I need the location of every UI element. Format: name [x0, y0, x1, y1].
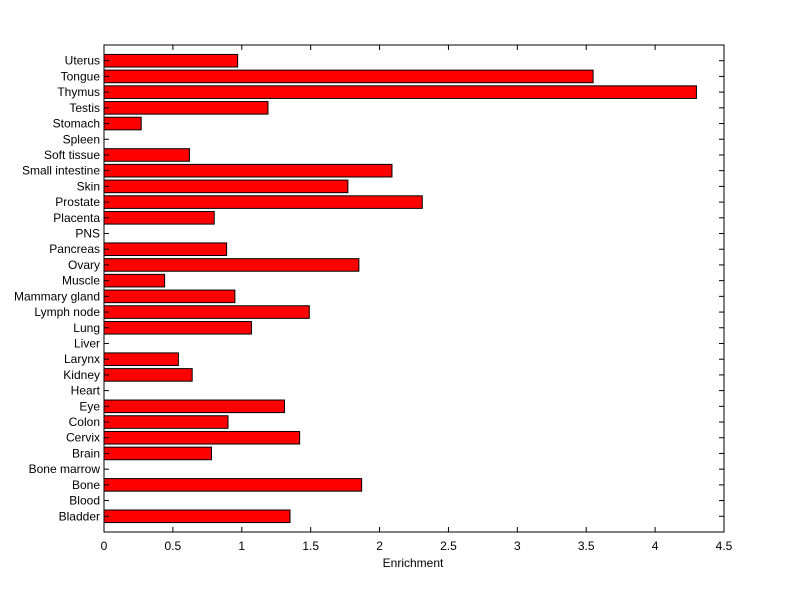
x-tick-label: 4	[652, 539, 659, 553]
y-tick-label: Liver	[74, 336, 100, 350]
x-tick-label: 3	[514, 539, 521, 553]
y-tick-label: Heart	[71, 384, 101, 398]
bar-bladder	[103, 509, 291, 524]
x-tick-label: 0.5	[165, 539, 182, 553]
bar-prostate	[103, 195, 423, 209]
bar-placenta	[103, 211, 215, 225]
bar-skin	[103, 179, 349, 194]
bar-colon	[103, 415, 229, 429]
x-tick-label: 2.5	[440, 539, 457, 553]
y-tick-label: Spleen	[63, 132, 100, 146]
bar-small-intestine	[103, 163, 393, 178]
bar-ovary	[103, 258, 360, 272]
bar-muscle	[103, 273, 166, 288]
bar-lymph-node	[103, 305, 310, 319]
y-tick-label: Small intestine	[22, 164, 100, 178]
y-tick-label: Brain	[72, 446, 100, 460]
y-tick-label: Ovary	[68, 258, 100, 272]
y-tick-label: Uterus	[65, 54, 100, 68]
bar-lung	[103, 320, 252, 335]
bar-testis	[103, 101, 269, 115]
bar-stomach	[103, 116, 142, 131]
plot-frame	[103, 44, 725, 533]
x-tick-label: 3.5	[578, 539, 595, 553]
y-tick-label: Soft tissue	[44, 148, 100, 162]
bar-uterus	[103, 53, 239, 68]
y-tick-label: Lung	[73, 321, 100, 335]
x-tick-label: 0	[101, 539, 108, 553]
y-tick-label: Testis	[69, 101, 100, 115]
x-tick-label: 1	[238, 539, 245, 553]
bar-thymus	[103, 85, 697, 99]
y-tick-label: Stomach	[53, 117, 100, 131]
y-tick-label: Bladder	[59, 509, 100, 523]
y-tick-label: Cervix	[66, 431, 100, 445]
y-tick-label: Bone	[72, 478, 100, 492]
y-tick-label: Placenta	[53, 211, 100, 225]
y-tick-label: Tongue	[61, 69, 101, 83]
bar-pancreas	[103, 242, 228, 257]
y-tick-label: Mammary gland	[14, 289, 100, 303]
y-tick-label: Colon	[69, 415, 100, 429]
bar-mammary-gland	[103, 289, 236, 304]
bar-bone	[103, 478, 363, 492]
bar-cervix	[103, 430, 301, 445]
y-tick-label: Blood	[69, 494, 100, 508]
y-tick-label: Bone marrow	[29, 462, 101, 476]
bar-tongue	[103, 69, 594, 84]
y-tick-label: Skin	[77, 179, 100, 193]
y-tick-label: Thymus	[57, 85, 100, 99]
y-tick-label: Larynx	[64, 352, 100, 366]
y-tick-label: Prostate	[55, 195, 100, 209]
y-tick-label: Lymph node	[34, 305, 100, 319]
bar-brain	[103, 446, 212, 461]
bar-kidney	[103, 368, 193, 382]
y-tick-label: PNS	[75, 227, 100, 241]
y-tick-label: Pancreas	[49, 242, 100, 256]
x-tick-label: 1.5	[302, 539, 319, 553]
ticks-group	[103, 45, 725, 532]
x-tick-labels: 0 0.5 1 1.5 2 2.5 3 3.5 4 4.5	[101, 539, 733, 553]
bar-eye	[103, 399, 285, 414]
y-tick-label: Kidney	[63, 368, 100, 382]
y-tick-label: Muscle	[62, 274, 100, 288]
x-axis-title: Enrichment	[383, 556, 444, 570]
x-tick-label: 2	[376, 539, 383, 553]
bar-larynx	[103, 352, 179, 366]
bar-soft-tissue	[103, 148, 190, 162]
y-tick-label: Eye	[79, 399, 100, 413]
x-tick-label: 4.5	[716, 539, 733, 553]
